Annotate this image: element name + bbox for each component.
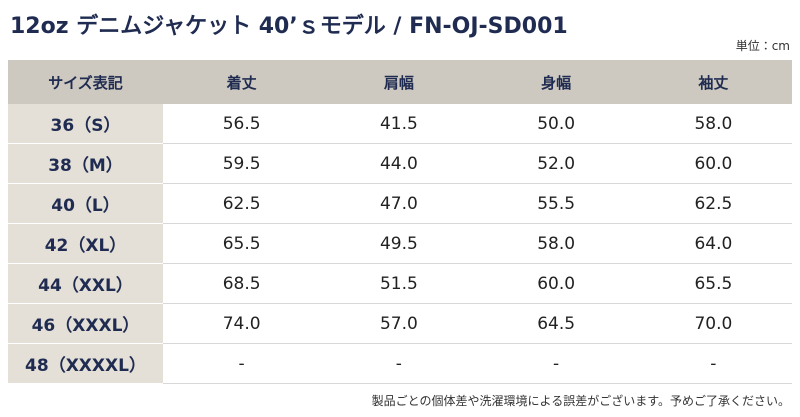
- column-header: 肩幅: [320, 60, 478, 104]
- size-label: 40（L）: [8, 183, 163, 224]
- measure-cell: 68.5: [163, 263, 321, 304]
- measure-cell: 49.5: [320, 223, 478, 264]
- measure-cell: 55.5: [477, 183, 635, 224]
- table-row: 44（XXL） 68.5 51.5 60.0 65.5: [8, 263, 792, 304]
- table-body: 36（S） 56.5 41.5 50.0 58.0 38（M） 59.5 44.0 52.0 60…: [8, 104, 792, 384]
- table-row: 40（L） 62.5 47.0 55.5 62.5: [8, 183, 792, 224]
- table-row: 42（XL） 65.5 49.5 58.0 64.0: [8, 223, 792, 264]
- measure-cell: 59.5: [163, 143, 321, 184]
- measure-cell: -: [163, 343, 321, 384]
- size-label: 36（S）: [8, 104, 163, 144]
- unit-note: 単位：cm: [735, 39, 790, 53]
- page-title: 12oz デニムジャケット 40’ｓモデル / FN-OJ-SD001: [10, 14, 568, 39]
- size-label: 48（XXXXL）: [8, 343, 163, 384]
- measure-cell: 58.0: [634, 104, 792, 144]
- column-header: 袖丈: [634, 60, 792, 104]
- size-label: 46（XXXL）: [8, 303, 163, 344]
- header-row: サイズ表記 着丈 肩幅 身幅 袖丈: [8, 60, 792, 104]
- measure-cell: 52.0: [477, 143, 635, 184]
- column-header: 着丈: [163, 60, 321, 104]
- column-header: サイズ表記: [8, 60, 163, 104]
- column-header: 身幅: [477, 60, 635, 104]
- measure-cell: 65.5: [634, 263, 792, 304]
- size-label: 42（XL）: [8, 223, 163, 264]
- measure-cell: 56.5: [163, 104, 321, 144]
- table-row: 38（M） 59.5 44.0 52.0 60.0: [8, 143, 792, 184]
- measure-cell: 50.0: [477, 104, 635, 144]
- measure-cell: 74.0: [163, 303, 321, 344]
- size-table: サイズ表記 着丈 肩幅 身幅 袖丈 36（S） 56.5 41.5 50.0 58.0 38（M）…: [8, 60, 792, 384]
- measure-cell: 51.5: [320, 263, 478, 304]
- measure-cell: 64.5: [477, 303, 635, 344]
- measure-cell: 41.5: [320, 104, 478, 144]
- measure-cell: 65.5: [163, 223, 321, 264]
- size-label: 44（XXL）: [8, 263, 163, 304]
- measure-cell: 44.0: [320, 143, 478, 184]
- measure-cell: 62.5: [163, 183, 321, 224]
- measure-cell: 70.0: [634, 303, 792, 344]
- footnote: 製品ごとの個体差や洗濯環境による誤差がございます。予めご了承ください。: [371, 394, 790, 408]
- table-row: 48（XXXXL） - - - -: [8, 343, 792, 384]
- measure-cell: 62.5: [634, 183, 792, 224]
- measure-cell: 64.0: [634, 223, 792, 264]
- measure-cell: -: [320, 343, 478, 384]
- measure-cell: 57.0: [320, 303, 478, 344]
- measure-cell: -: [477, 343, 635, 384]
- measure-cell: 58.0: [477, 223, 635, 264]
- measure-cell: 60.0: [634, 143, 792, 184]
- measure-cell: 60.0: [477, 263, 635, 304]
- size-label: 38（M）: [8, 143, 163, 184]
- measure-cell: 47.0: [320, 183, 478, 224]
- table-row: 46（XXXL） 74.0 57.0 64.5 70.0: [8, 303, 792, 344]
- table-header: サイズ表記 着丈 肩幅 身幅 袖丈: [8, 60, 792, 104]
- table-row: 36（S） 56.5 41.5 50.0 58.0: [8, 104, 792, 144]
- measure-cell: -: [634, 343, 792, 384]
